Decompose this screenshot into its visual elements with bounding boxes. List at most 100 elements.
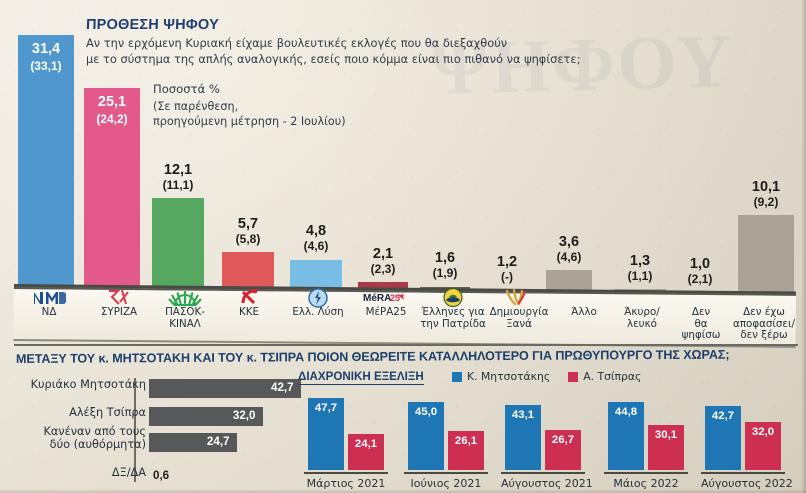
evolution-bar-Α.-Τσίπρας: 30,1 xyxy=(648,424,684,470)
vote-intention-chart: 31,4 (33,1) 25,1 (24,2) 12,1 (11,1) 5,7 (5,8) 4,… xyxy=(18,16,794,300)
bar-previous-value-label: (33,1) xyxy=(30,59,62,73)
party-cell-4[interactable]: Ελλ. Λύση xyxy=(282,287,354,319)
party-cell-1[interactable]: ΣΥΡΙΖΑ xyxy=(82,288,156,319)
party-label: ΠΑΣΟΚ- ΚΙΝΑΛ xyxy=(165,306,205,330)
group-baseline xyxy=(304,472,388,474)
pm-pref-value: 42,7 xyxy=(271,381,294,394)
bar-value-label: 4,8 xyxy=(305,223,327,240)
party-cell-2[interactable]: ΠΑΣΟΚ- ΚΙΝΑΛ xyxy=(152,288,218,330)
evolution-bar-value: 42,7 xyxy=(711,409,735,422)
evolution-period-label: Αύγουστος 2022 xyxy=(701,477,793,490)
group-baseline xyxy=(604,472,688,474)
party-cell-6[interactable]: Έλληνες για την Πατρίδα xyxy=(418,288,488,330)
party-cell-7[interactable]: Δημιουργία Ξανά xyxy=(486,288,552,330)
evolution-group-0: 47,7 24,1 Μάρτιος 2021 xyxy=(304,388,388,490)
bar-value-label: 10,1 xyxy=(751,178,781,195)
bar-previous-value-label: (9,2) xyxy=(753,194,779,209)
evolution-bar-rect xyxy=(545,429,581,470)
mera25-icon: MéRA 25 xyxy=(356,288,416,307)
legend-label: Κ. Μητσοτάκης xyxy=(467,370,551,383)
bar--κυρο-λευκό: 1,3 (1,1) xyxy=(614,16,666,300)
party-label: ΣΥΡΙΖΑ xyxy=(100,306,138,318)
section-divider xyxy=(14,344,798,346)
evolution-bar-Κ.-Μητσοτάκης: 47,7 xyxy=(308,398,344,470)
evolution-bar-rect xyxy=(745,421,781,470)
evolution-group-3: 44,8 30,1 Μάιος 2022 xyxy=(604,388,688,490)
party-label: ΝΔ xyxy=(41,306,57,318)
pm-pref-row-0: Κυριάκο Μητσοτάκη 42,7 xyxy=(14,378,301,400)
nd-logo-icon xyxy=(14,288,84,307)
bar-δεν-έχω-αποφασίσει-δεν-ξέρω: 10,1 (9,2) xyxy=(738,16,794,300)
legend-swatch xyxy=(452,371,462,382)
bar-previous-value-label: (5,8) xyxy=(235,231,261,246)
evolution-bar-rect xyxy=(348,433,384,470)
svg-text:25: 25 xyxy=(390,293,400,303)
evolution-title: ΔΙΑΧΡΟΝΙΚΗ ΕΞΕΛΙΞΗ xyxy=(298,370,424,385)
legend-item-0: Κ. Μητσοτάκης xyxy=(452,370,550,383)
evolution-bar-value: 30,1 xyxy=(654,428,678,441)
legend-swatch xyxy=(568,371,579,382)
bar-previous-value-label: (2,1) xyxy=(687,271,713,286)
legend-item-1: Α. Τσίπρας xyxy=(568,370,641,383)
pm-pref-row-3: ΔΞ/ΔΑ 0,6 xyxy=(14,466,294,488)
evolution-bar-Κ.-Μητσοτάκης: 42,7 xyxy=(705,405,741,470)
bar-πασοκ-κιναλ: 12,1 (11,1) xyxy=(152,16,204,300)
party-cell-9[interactable]: Άκυρο/λευκό xyxy=(612,288,672,330)
svg-text:MéRA: MéRA xyxy=(363,293,391,304)
evolution-group-2: 43,1 26,7 Αύγουστος 2021 xyxy=(501,388,593,490)
party-label: Δεν έχω αποφασίσει/δεν ξέρω xyxy=(733,306,795,342)
party-cell-3[interactable]: ΚΚΕ xyxy=(220,288,278,319)
bar-rect xyxy=(738,214,794,300)
evolution-period-label: Αύγουστος 2021 xyxy=(501,477,593,490)
evolution-bar-rect xyxy=(408,402,444,470)
evolution-group-1: 45,0 26,1 Ιούνιος 2021 xyxy=(404,388,488,490)
bar-previous-value-label: (4,6) xyxy=(303,239,329,254)
pm-pref-label: Κανέναν από τους δύο (αυθόρμητα) xyxy=(43,425,146,451)
pm-pref-bar xyxy=(149,379,301,398)
bar-value-label: 1,0 xyxy=(689,255,711,272)
percent-label: Ποσοστά % xyxy=(153,82,220,96)
evolution-bar-value: 44,8 xyxy=(614,406,638,419)
bar-δημιουργία-ξανά: 1,2 (-) xyxy=(482,16,532,300)
bar-νδ: 31,4 (33,1) xyxy=(18,16,74,300)
poll-question-line-2: με το σύστημα της απλής αναλογικής, εσεί… xyxy=(86,51,581,66)
no-icon xyxy=(556,288,612,307)
group-baseline xyxy=(701,472,785,474)
no-icon xyxy=(730,288,798,307)
pm-pref-label: Αλέξη Τσίπρα xyxy=(69,406,146,419)
evolution-bar-Α.-Τσίπρας: 26,7 xyxy=(545,429,581,470)
party-label: Άλλο xyxy=(571,306,597,318)
party-label: Έλληνες για την Πατρίδα xyxy=(420,306,486,330)
bar-rect xyxy=(18,35,74,300)
evolution-chart: 47,7 24,1 Μάρτιος 2021 45,0 26,1 Ιούνιος 2021… xyxy=(296,388,802,490)
party-label: ΜέΡΑ25 xyxy=(365,306,407,318)
bar-previous-value-label: (1,9) xyxy=(432,266,458,281)
pm-pref-row-2: Κανέναν από τους δύο (αυθόρμητα) 24,7 xyxy=(14,425,294,454)
evolution-bar-rect xyxy=(648,424,684,470)
pasok-sun-icon xyxy=(152,288,218,307)
horizontal-chart-axis xyxy=(134,378,136,482)
evolution-group-4: 42,7 32,0 Αύγουστος 2022 xyxy=(701,388,793,490)
party-cell-0[interactable]: ΝΔ xyxy=(14,288,84,319)
note-line-2: προηγούμενη μέτρηση - 2 Ιουλίου) xyxy=(153,114,346,128)
party-cell-10[interactable]: Δεν θα ψηφίσω xyxy=(672,288,730,342)
bar--λλο: 3,6 (4,6) xyxy=(546,16,592,300)
poll-question: Αν την ερχόμενη Κυριακή είχαμε βουλευτικ… xyxy=(86,36,726,67)
bar-value-label: 5,7 xyxy=(237,215,259,232)
party-cell-11[interactable]: Δεν έχω αποφασίσει/δεν ξέρω xyxy=(730,288,798,342)
bar-previous-value-label: (2,3) xyxy=(370,262,396,277)
bar-συριζα: 25,1 (24,2) xyxy=(84,16,140,300)
party-cell-5[interactable]: MéRA 25 ΜέΡΑ25 xyxy=(356,288,416,319)
party-cell-8[interactable]: Άλλο xyxy=(556,288,612,319)
evolution-bar-value: 26,7 xyxy=(551,433,575,446)
evolution-bar-Κ.-Μητσοτάκης: 43,1 xyxy=(505,404,541,470)
evolution-bar-value: 26,1 xyxy=(454,434,478,447)
kke-hammer-sickle-icon xyxy=(220,288,278,307)
group-baseline xyxy=(501,472,585,474)
pm-pref-bar xyxy=(149,433,237,452)
bar-rect xyxy=(152,197,204,300)
party-label: Δημιουργία Ξανά xyxy=(489,306,549,330)
bar-previous-value-label: (11,1) xyxy=(162,177,194,192)
pm-pref-label: ΔΞ/ΔΑ xyxy=(111,466,146,479)
